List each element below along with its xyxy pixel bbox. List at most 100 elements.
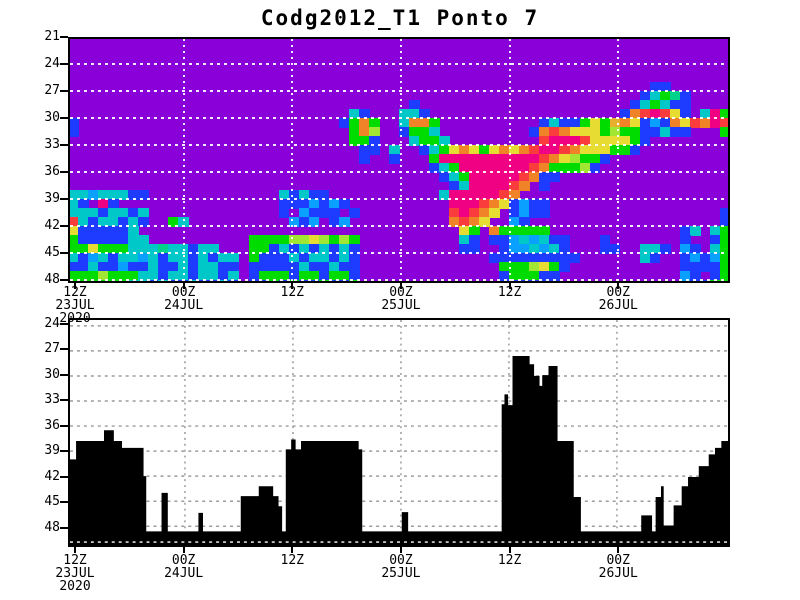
heatmap-cell: [198, 271, 210, 281]
heatmap-cell: [499, 262, 511, 272]
heatmap-cell: [98, 235, 109, 245]
heatmap-cell: [629, 100, 641, 110]
heatmap-cell: [70, 235, 79, 245]
heatmap-cell: [639, 136, 651, 146]
heatmap-cell: [689, 118, 701, 128]
heatmap-gridline-v: [182, 39, 185, 281]
heatmap-cell: [479, 190, 490, 200]
heatmap-cell: [499, 226, 511, 236]
x-tick-label: 12Z: [63, 553, 87, 568]
heatmap-cell: [439, 154, 450, 164]
heatmap-cell: [539, 181, 551, 191]
x-tick-label: 26JUL: [598, 298, 638, 313]
y-tick-label: 48: [44, 519, 60, 535]
heatmap-cell: [288, 217, 300, 227]
heatmap-cell: [639, 91, 651, 101]
y-tick-label: 30: [44, 366, 60, 382]
heatmap-cell: [569, 253, 581, 263]
heatmap-cell: [118, 271, 129, 281]
heatmap-cell: [559, 118, 571, 128]
heatmap-cell: [128, 208, 139, 218]
heatmap-cell: [499, 271, 511, 281]
heatmap-cell: [599, 127, 611, 137]
heatmap-cell: [529, 253, 541, 263]
heatmap-cell: [278, 208, 290, 218]
heatmap-cell: [168, 271, 180, 281]
x-tick-label: 12Z: [280, 553, 305, 568]
heatmap-cell: [559, 145, 571, 155]
heatmap-cell: [268, 235, 280, 245]
heatmap-cell: [719, 262, 728, 272]
heatmap-cell: [559, 253, 571, 263]
heatmap-cell: [298, 199, 310, 209]
heatmap-cell: [208, 262, 220, 272]
y-tick-mark: [60, 225, 68, 227]
heatmap-cell: [108, 217, 119, 227]
heatmap-cell: [218, 271, 230, 281]
heatmap-cell: [158, 244, 169, 254]
heatmap-cell: [489, 235, 500, 245]
heatmap-cell: [368, 145, 380, 155]
heatmap-cell: [148, 262, 159, 272]
heatmap-cell: [559, 127, 571, 137]
heatmap-cell: [288, 199, 300, 209]
heatmap-cell: [519, 253, 531, 263]
heatmap-cell: [519, 262, 531, 272]
heatmap-cell: [439, 145, 450, 155]
heatmap-cell: [248, 262, 260, 272]
heatmap-cell: [70, 190, 79, 200]
heatmap-cell: [439, 172, 450, 182]
heatmap-cell: [108, 244, 119, 254]
heatmap-panel: [68, 37, 730, 283]
heatmap-cell: [118, 262, 129, 272]
heatmap-cell: [409, 118, 420, 128]
x-tick-label: 24JUL: [164, 298, 204, 313]
x-tick-label: 24JUL: [164, 566, 204, 581]
heatmap-cell: [78, 190, 89, 200]
heatmap-cell: [278, 244, 290, 254]
heatmap-cell: [328, 235, 340, 245]
bar-series-fill: [70, 355, 728, 545]
heatmap-cell: [419, 127, 430, 137]
heatmap-cell: [298, 271, 310, 281]
heatmap-cell: [599, 154, 611, 164]
heatmap-cell: [208, 271, 220, 281]
heatmap-cell: [429, 127, 440, 137]
heatmap-cell: [509, 172, 521, 182]
y-tick-label: 42: [44, 468, 60, 484]
heatmap-cell: [719, 253, 728, 263]
x-tick-label: 25JUL: [381, 298, 421, 313]
heatmap-cell: [128, 226, 139, 236]
heatmap-cell: [589, 163, 601, 173]
heatmap-cell: [459, 154, 470, 164]
heatmap-cell: [559, 154, 571, 164]
heatmap-cell: [338, 199, 350, 209]
heatmap-cell: [529, 127, 541, 137]
heatmap-cell: [709, 109, 721, 119]
heatmap-cell: [198, 244, 210, 254]
heatmap-cell: [258, 235, 270, 245]
x-tick-mark: [399, 283, 402, 289]
heatmap-cell: [78, 244, 89, 254]
y-tick-label: 36: [44, 417, 60, 433]
heatmap-cell: [78, 199, 89, 209]
heatmap-cell: [509, 271, 521, 281]
heatmap-cell: [70, 253, 79, 263]
heatmap-cell: [268, 244, 280, 254]
heatmap-cell: [70, 217, 79, 227]
heatmap-cell: [649, 127, 661, 137]
heatmap-cell: [188, 262, 200, 272]
heatmap-cell: [659, 127, 671, 137]
heatmap-cell: [579, 136, 591, 146]
heatmap-cell: [509, 208, 521, 218]
heatmap-cell: [98, 244, 109, 254]
heatmap-cell: [699, 253, 711, 263]
heatmap-cell: [108, 235, 119, 245]
heatmap-cell: [489, 163, 500, 173]
heatmap-cell: [699, 109, 711, 119]
heatmap-cell: [539, 172, 551, 182]
heatmap-cell: [248, 244, 260, 254]
heatmap-cell: [288, 271, 300, 281]
heatmap-cell: [459, 172, 470, 182]
heatmap-cell: [649, 118, 661, 128]
